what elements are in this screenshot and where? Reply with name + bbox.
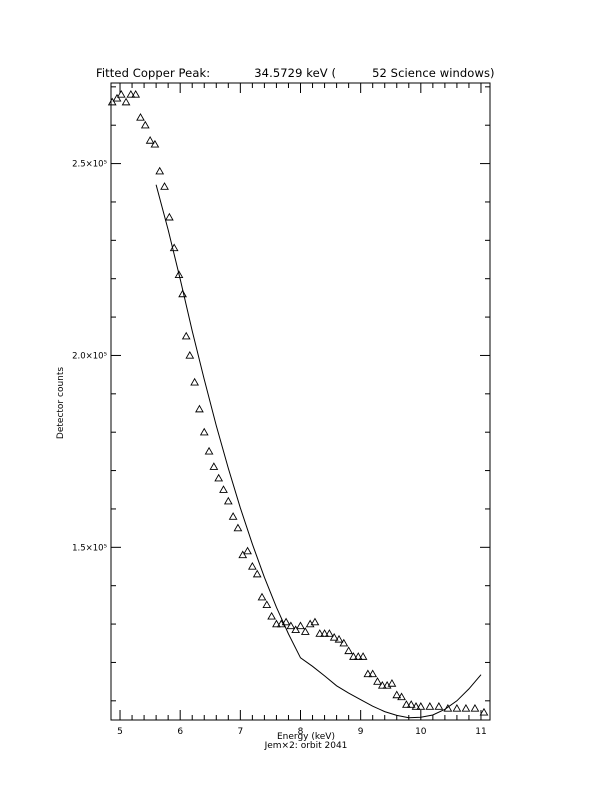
data-point-triangle: [223, 496, 233, 505]
data-point-triangle: [368, 669, 378, 678]
x-tick-label: 6: [177, 727, 183, 737]
data-point-triangle: [434, 702, 444, 710]
data-point-triangle: [112, 93, 122, 102]
data-point-triangle: [214, 473, 224, 482]
y-tick-label: 2.0×10⁵: [72, 351, 107, 361]
data-point-triangle: [392, 690, 402, 699]
data-point-triangle: [126, 90, 136, 98]
data-point-triangle: [219, 485, 228, 493]
data-point-triangle: [178, 289, 187, 298]
data-point-triangle: [272, 619, 281, 628]
x-axis-label: Energy (keV): [277, 732, 335, 742]
data-point-triangle: [252, 569, 262, 578]
data-point-triangle: [334, 634, 344, 643]
data-point-triangle: [411, 702, 421, 710]
x-tick-label: 5: [117, 727, 123, 737]
data-point-triangle: [286, 621, 296, 630]
data-point-triangle: [470, 703, 480, 712]
data-point-triangle: [305, 619, 315, 628]
data-point-triangle: [353, 652, 363, 660]
data-point-triangle: [281, 617, 291, 626]
data-point-triangle: [164, 212, 174, 221]
plot-frame: [110, 82, 491, 721]
x-tick-label: 11: [475, 727, 486, 737]
data-point-triangle: [377, 680, 387, 689]
data-point-triangle: [243, 546, 252, 555]
chart-subtitle: Jem×2: orbit 2041: [264, 741, 348, 751]
data-point-triangle: [155, 166, 165, 175]
data-point-triangle: [387, 679, 397, 687]
title-value: 34.5729 keV (: [254, 66, 337, 80]
y-tick-label: 1.5×10⁵: [72, 543, 107, 553]
data-point-triangle: [349, 652, 358, 660]
data-point-triangle: [107, 97, 117, 106]
data-markers: [107, 90, 489, 716]
data-point-triangle: [140, 120, 150, 129]
x-tick-label: 9: [358, 727, 364, 737]
fit-curve: [155, 184, 482, 719]
data-point-triangle: [267, 611, 276, 620]
y-axis-label: Detector counts: [56, 366, 66, 440]
data-point-triangle: [195, 404, 204, 413]
data-point-triangle: [461, 703, 471, 712]
data-point-triangle: [344, 646, 354, 655]
chart-title: Fitted Copper Peak: 34.5729 keV ( 52 Scien…: [96, 66, 495, 80]
data-point-triangle: [452, 703, 462, 712]
title-label: Fitted Copper Peak:: [96, 66, 211, 80]
data-point-triangle: [204, 446, 214, 455]
data-point-triangle: [397, 692, 406, 701]
data-point-triangle: [373, 677, 382, 685]
data-point-triangle: [296, 621, 305, 630]
data-point-triangle: [199, 427, 209, 436]
data-point-triangle: [116, 90, 126, 98]
data-point-triangle: [150, 139, 160, 148]
data-point-triangle: [310, 617, 320, 626]
data-point-triangle: [339, 638, 349, 647]
data-point-triangle: [325, 629, 334, 637]
x-tick-label: 7: [237, 727, 243, 737]
data-point-triangle: [416, 702, 426, 710]
data-point-triangle: [160, 182, 169, 190]
data-point-triangle: [131, 90, 141, 98]
y-tick-label: 2.5×10⁵: [72, 160, 107, 170]
x-tick-label: 10: [415, 727, 427, 737]
data-point-triangle: [181, 331, 191, 340]
data-point-triangle: [329, 632, 339, 641]
data-point-triangle: [121, 97, 131, 106]
data-point-triangle: [358, 652, 368, 660]
data-point-triangle: [291, 625, 301, 633]
data-point-triangle: [190, 377, 199, 386]
data-point-triangle: [209, 462, 219, 470]
data-point-triangle: [145, 136, 155, 144]
data-point-triangle: [228, 512, 238, 520]
title-windows: 52 Science windows): [372, 66, 495, 80]
x-tick-label: 8: [298, 727, 304, 737]
data-point-triangle: [479, 707, 489, 716]
data-point-triangle: [136, 113, 145, 121]
data-point-triangle: [425, 702, 435, 710]
data-point-triangle: [300, 627, 310, 635]
data-point-triangle: [233, 523, 243, 532]
data-point-triangle: [315, 629, 325, 637]
data-point-triangle: [257, 592, 267, 601]
data-point-triangle: [238, 550, 248, 559]
data-point-triangle: [174, 270, 184, 279]
data-point-triangle: [247, 561, 257, 570]
axis-tick-labels: 5 6 7 8 9 10 11 1.5×10⁵ 2.0×10⁵ 2.5×10⁵: [72, 160, 487, 737]
data-point-triangle: [406, 700, 416, 708]
data-point-triangle: [320, 629, 329, 637]
axis-ticks: [111, 83, 490, 720]
data-point-triangle: [262, 600, 272, 609]
data-point-triangle: [402, 700, 411, 708]
data-point-triangle: [363, 669, 373, 678]
data-point-triangle: [185, 350, 195, 359]
